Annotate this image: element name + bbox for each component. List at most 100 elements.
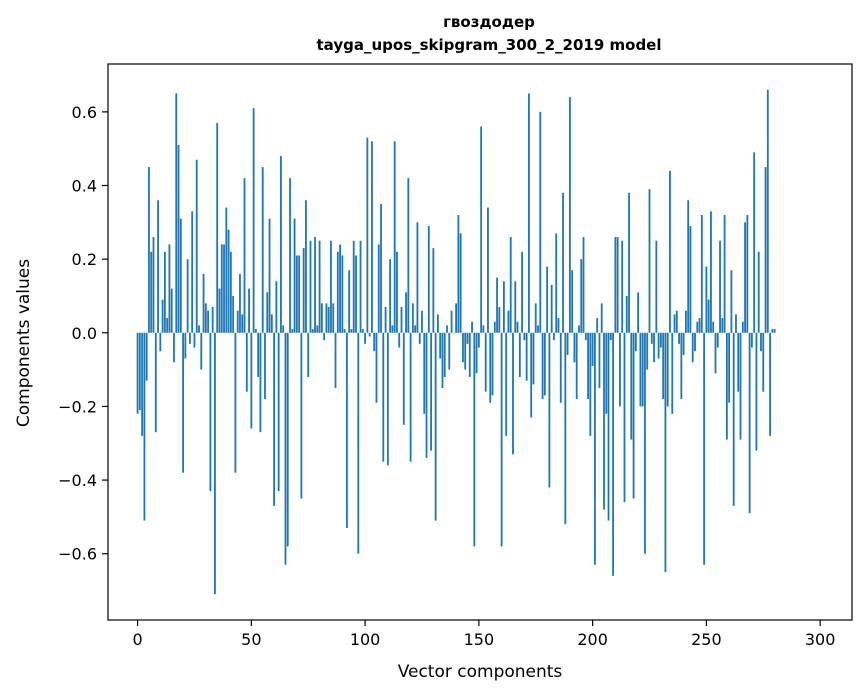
bar [641,332,644,407]
bar [173,332,175,363]
bar [644,332,646,554]
bar [669,170,671,333]
bar [764,167,767,333]
bar [573,332,576,363]
bar [318,240,321,333]
bar [298,255,301,333]
bar [600,303,603,333]
bar [264,332,266,400]
bar [475,332,478,374]
bar [437,314,439,333]
y-tick-label: 0.0 [72,324,97,343]
bar [323,332,326,341]
bar [248,288,250,333]
bar [466,332,469,344]
bar [396,251,398,333]
bar [541,332,544,400]
bar [386,332,389,466]
bar [402,332,405,425]
bar [750,332,753,348]
bar [650,332,653,344]
bar [621,240,624,333]
bar [275,281,278,333]
bar [450,310,453,333]
bar [623,332,626,503]
bar [305,200,307,333]
x-tick-label: 250 [691,630,722,649]
bar [737,332,740,392]
bar [753,152,756,333]
bar [730,270,733,333]
bar [241,314,244,333]
bar [405,292,407,333]
bar [528,93,530,333]
bar [186,259,189,333]
bar [773,329,776,333]
bar [291,329,294,333]
bar [227,229,230,333]
bar [325,303,328,333]
bar [307,332,310,377]
bar [334,332,337,389]
bar [330,240,332,333]
bar [514,281,517,333]
bar [723,214,726,333]
bar [468,332,471,377]
bar [714,332,717,374]
bar [393,141,396,333]
bar [391,325,394,333]
bar [352,240,355,333]
bar [739,332,742,440]
bar [339,244,341,333]
bar [179,218,182,333]
chart-subtitle: tayga_upos_skipgram_300_2_2019 model [317,36,662,54]
bar [207,310,210,333]
bar [521,251,523,333]
bar [161,299,164,333]
bar [689,226,692,333]
bar [257,332,260,377]
bar [605,332,608,414]
bar [327,307,330,333]
bar [209,332,212,492]
bar [439,332,442,359]
x-tick-label: 0 [132,630,142,649]
bar [239,273,241,333]
bar [721,318,724,333]
bar [357,332,360,554]
bar [462,332,464,363]
chart-title: гвоздодер [443,13,535,31]
bar [719,240,721,333]
bar [609,332,612,341]
bar [653,332,655,363]
bar [507,310,510,333]
bar [218,288,221,333]
bar [559,332,562,403]
y-tick-label: −0.4 [58,471,97,490]
bar [662,332,665,400]
bar [464,332,467,370]
bar [280,156,282,333]
bar [771,329,774,333]
bar [216,122,219,333]
bar [261,167,264,333]
bar [630,332,633,440]
bar [254,329,257,333]
y-tick-label: −0.6 [58,545,97,564]
bar [355,255,357,333]
bar [150,251,153,333]
bar [182,332,184,473]
bar [418,332,421,344]
bar [614,237,617,333]
bar [694,332,696,352]
bar [259,332,262,433]
bar [496,277,498,333]
bar [543,332,546,396]
bar [170,288,173,333]
y-tick-label: −0.2 [58,397,97,416]
bar [345,332,348,528]
bar [145,332,148,381]
bar [498,307,501,333]
bar [457,214,460,333]
